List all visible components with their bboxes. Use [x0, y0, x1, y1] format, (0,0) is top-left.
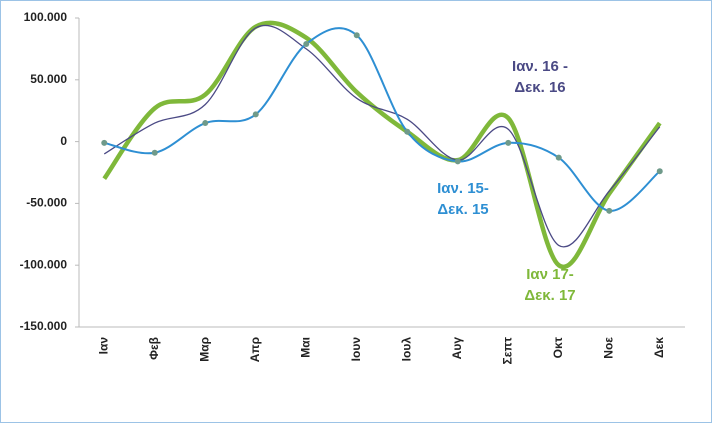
x-tick-label: Ιαν	[96, 337, 110, 355]
x-tick-label: Αυγ	[450, 337, 464, 360]
x-tick-label: Σεπτ	[500, 336, 514, 364]
data-point	[202, 120, 209, 127]
x-tick-label: Ιουλ	[399, 337, 413, 362]
series-label: Ιαν. 15- Δεκ. 15	[437, 180, 489, 218]
y-tick-label: -100.000	[20, 257, 68, 271]
series-line	[102, 20, 662, 270]
data-point	[303, 40, 310, 47]
y-tick-label: 0	[60, 134, 67, 148]
x-tick-label: Οκτ	[551, 336, 565, 358]
x-tick-label: Μαι	[298, 337, 312, 358]
x-tick-label: Ιουν	[349, 337, 363, 362]
data-point	[101, 139, 108, 146]
x-tick-label: Φεβ	[147, 337, 161, 360]
y-tick-label: 50.000	[30, 72, 67, 86]
series-line	[103, 24, 661, 248]
data-point	[656, 168, 663, 175]
series-label: Ιαν. 16 - Δεκ. 16	[512, 58, 568, 96]
data-point	[404, 128, 411, 135]
data-point	[606, 207, 613, 214]
x-tick-label: Δεκ	[652, 337, 666, 358]
data-point	[252, 111, 259, 118]
data-point	[505, 139, 512, 146]
x-tick-label: Απρ	[248, 337, 262, 362]
data-point	[151, 149, 158, 156]
y-tick-label: -150.000	[20, 319, 68, 333]
y-tick-label: 100.000	[24, 10, 68, 24]
data-point	[555, 154, 562, 161]
data-point	[454, 158, 461, 165]
y-tick-label: -50.000	[26, 196, 67, 210]
x-tick-label: Μαρ	[197, 337, 211, 362]
series-label: Ιαν 17- Δεκ. 17	[524, 266, 576, 304]
x-tick-label: Νοε	[601, 337, 615, 359]
data-point	[353, 32, 360, 39]
